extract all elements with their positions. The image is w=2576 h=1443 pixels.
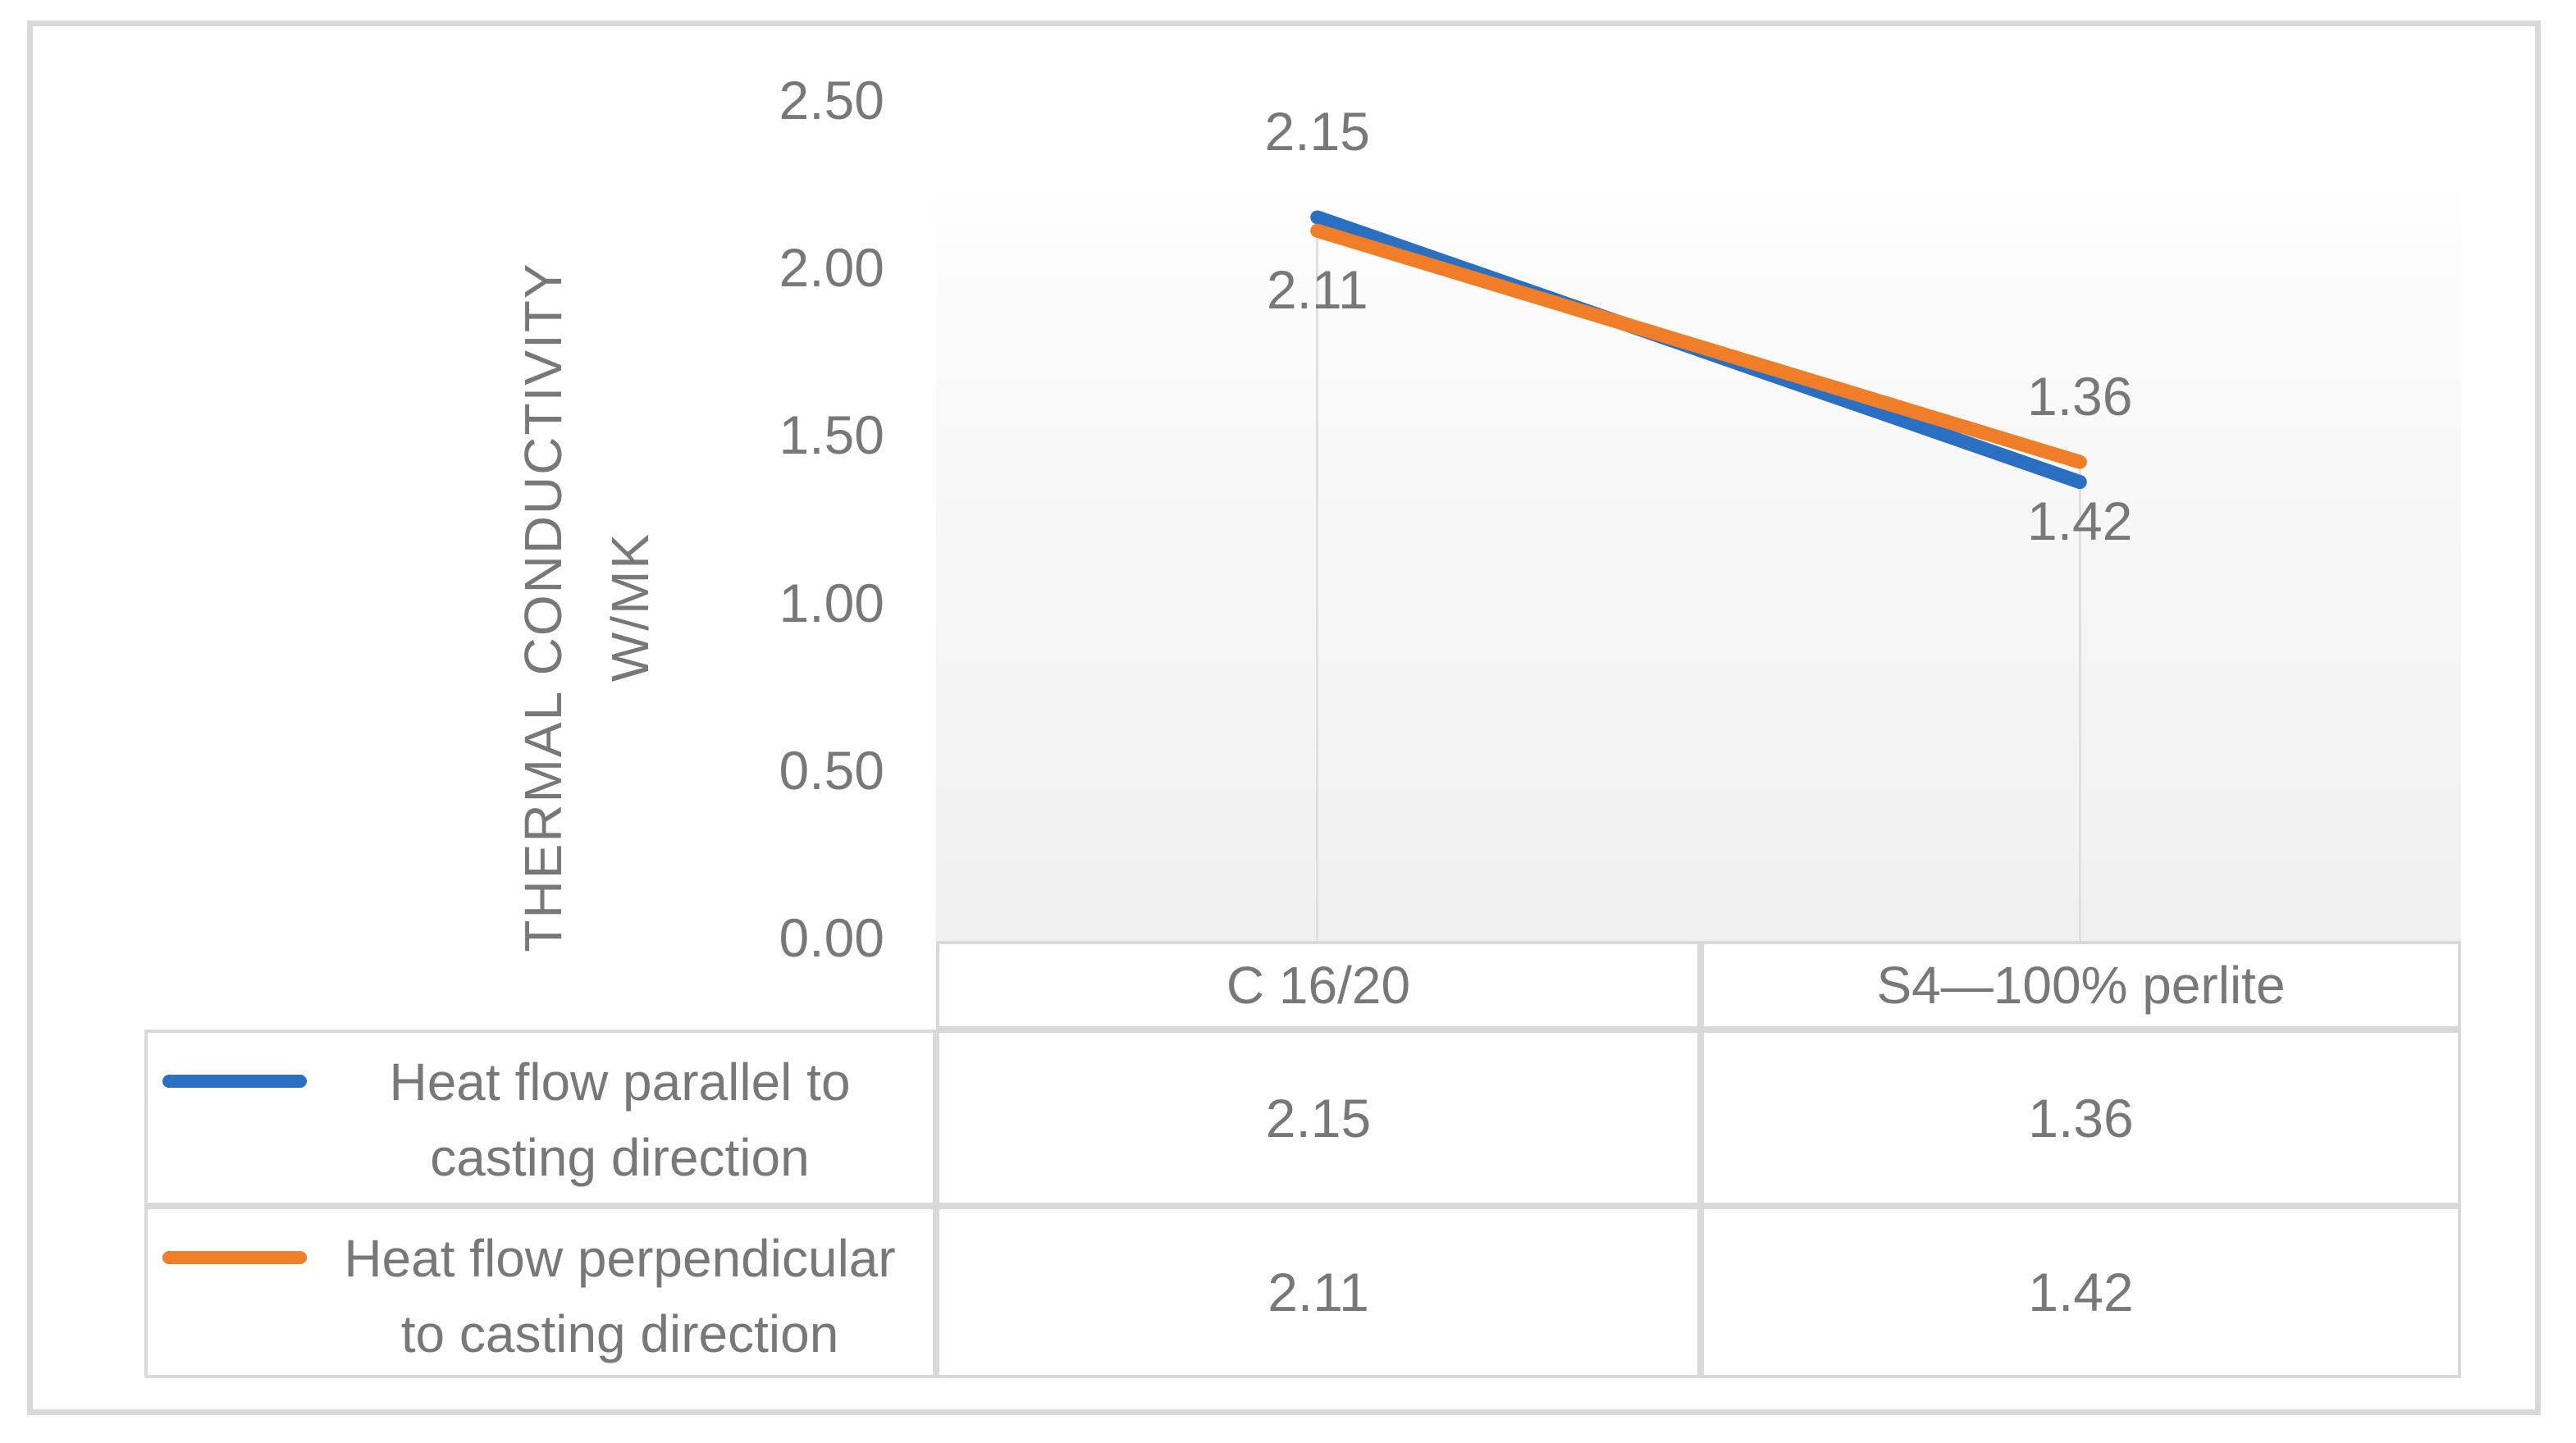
- y-tick-label: 0.50: [779, 739, 884, 801]
- table-value-parallel-s4: 1.36: [1701, 1030, 2461, 1206]
- drop-line: [2078, 462, 2081, 941]
- legend-label-parallel: Heat flow parallel to casting direction: [389, 1053, 851, 1187]
- table-value-perpendicular-s4: 1.42: [1701, 1206, 2461, 1378]
- table-value-parallel-c16-20: 2.15: [936, 1030, 1701, 1206]
- table-header-s4-perlite: S4—100% perlite: [1701, 941, 2461, 1030]
- legend-swatch-perpendicular: [162, 1251, 307, 1264]
- legend-swatch-parallel: [162, 1075, 307, 1088]
- data-label: 2.15: [1264, 100, 1370, 162]
- data-label: 2.11: [1266, 259, 1368, 321]
- table-header-c16-20: C 16/20: [936, 941, 1701, 1030]
- y-tick-label: 0.00: [779, 907, 884, 968]
- table-value-perpendicular-c16-20: 2.11: [936, 1206, 1701, 1378]
- drop-line: [1316, 217, 1319, 941]
- legend-label-perpendicular: Heat flow perpendicular to casting direc…: [344, 1229, 896, 1363]
- y-tick-label: 1.50: [779, 404, 884, 466]
- table-corner-spacer: [144, 941, 936, 1030]
- y-tick-label: 2.00: [779, 237, 884, 299]
- legend-cell-perpendicular: Heat flow perpendicular to casting direc…: [144, 1206, 936, 1378]
- plot-area: [936, 100, 2461, 941]
- figure-border: [27, 21, 2541, 1415]
- data-label: 1.42: [2027, 491, 2133, 552]
- series-line-perpendicular: [1310, 223, 2087, 469]
- legend-cell-parallel: Heat flow parallel to casting direction: [144, 1030, 936, 1206]
- data-label: 1.36: [2027, 365, 2133, 427]
- data-table: C 16/20 S4—100% perlite Heat flow parall…: [144, 941, 2461, 1378]
- y-tick-label: 1.00: [779, 572, 884, 633]
- y-tick-label: 2.50: [779, 70, 884, 130]
